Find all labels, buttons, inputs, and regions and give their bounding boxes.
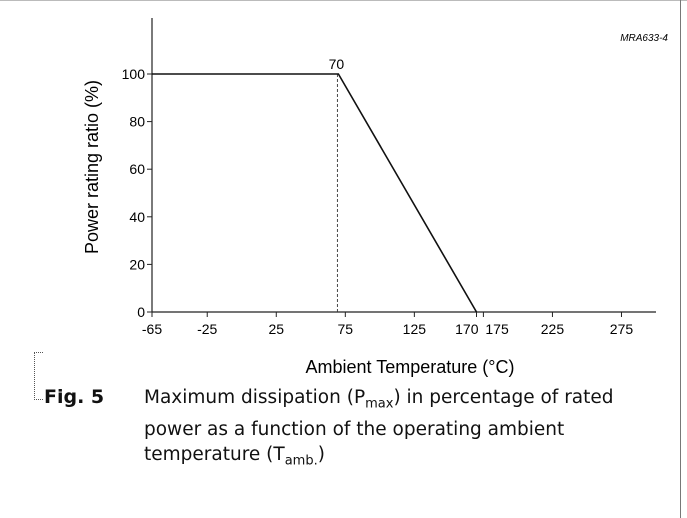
x-tick-label: 125 <box>403 321 427 337</box>
y-tick-label: 100 <box>122 66 146 82</box>
caption-subscript-amb: amb. <box>285 453 318 468</box>
y-ticks: 0 20 40 60 80 100 <box>122 66 152 320</box>
figure-code: MRA633-4 <box>620 33 668 44</box>
x-tick-label: 75 <box>338 321 354 337</box>
x-tick-label: -25 <box>197 321 217 337</box>
x-axis-label: Ambient Temperature (°C) <box>306 357 515 377</box>
y-tick-label: 80 <box>129 114 145 130</box>
x-tick-label: 170 <box>455 321 479 337</box>
x-tick-label: 275 <box>610 321 634 337</box>
figure-caption: Maximum dissipation (Pmax) in percentage… <box>144 385 664 473</box>
y-tick-label: 0 <box>137 304 145 320</box>
x-tick-label: 25 <box>268 321 284 337</box>
caption-part-3: ) <box>318 444 325 465</box>
figure-bracket <box>34 352 43 400</box>
x-tick-label: -65 <box>142 321 162 337</box>
y-tick-label: 40 <box>129 209 145 225</box>
caption-subscript-max: max <box>365 397 393 412</box>
y-axis-label: Power rating ratio (%) <box>82 80 102 254</box>
y-tick-label: 60 <box>129 161 145 177</box>
figure-number: Fig. 5 <box>44 386 104 408</box>
caption-part-1: Maximum dissipation (P <box>144 387 365 408</box>
derating-curve <box>152 74 476 312</box>
breakpoint-label: 70 <box>329 56 345 72</box>
y-tick-label: 20 <box>129 256 145 272</box>
x-tick-label: 225 <box>541 321 565 337</box>
x-tick-label: 175 <box>485 321 509 337</box>
derating-chart: MRA633-4 -65 -25 25 75 125 170 175 225 275 0 20 40… <box>0 0 687 380</box>
x-ticks: -65 -25 25 75 125 170 175 225 275 <box>142 312 633 337</box>
